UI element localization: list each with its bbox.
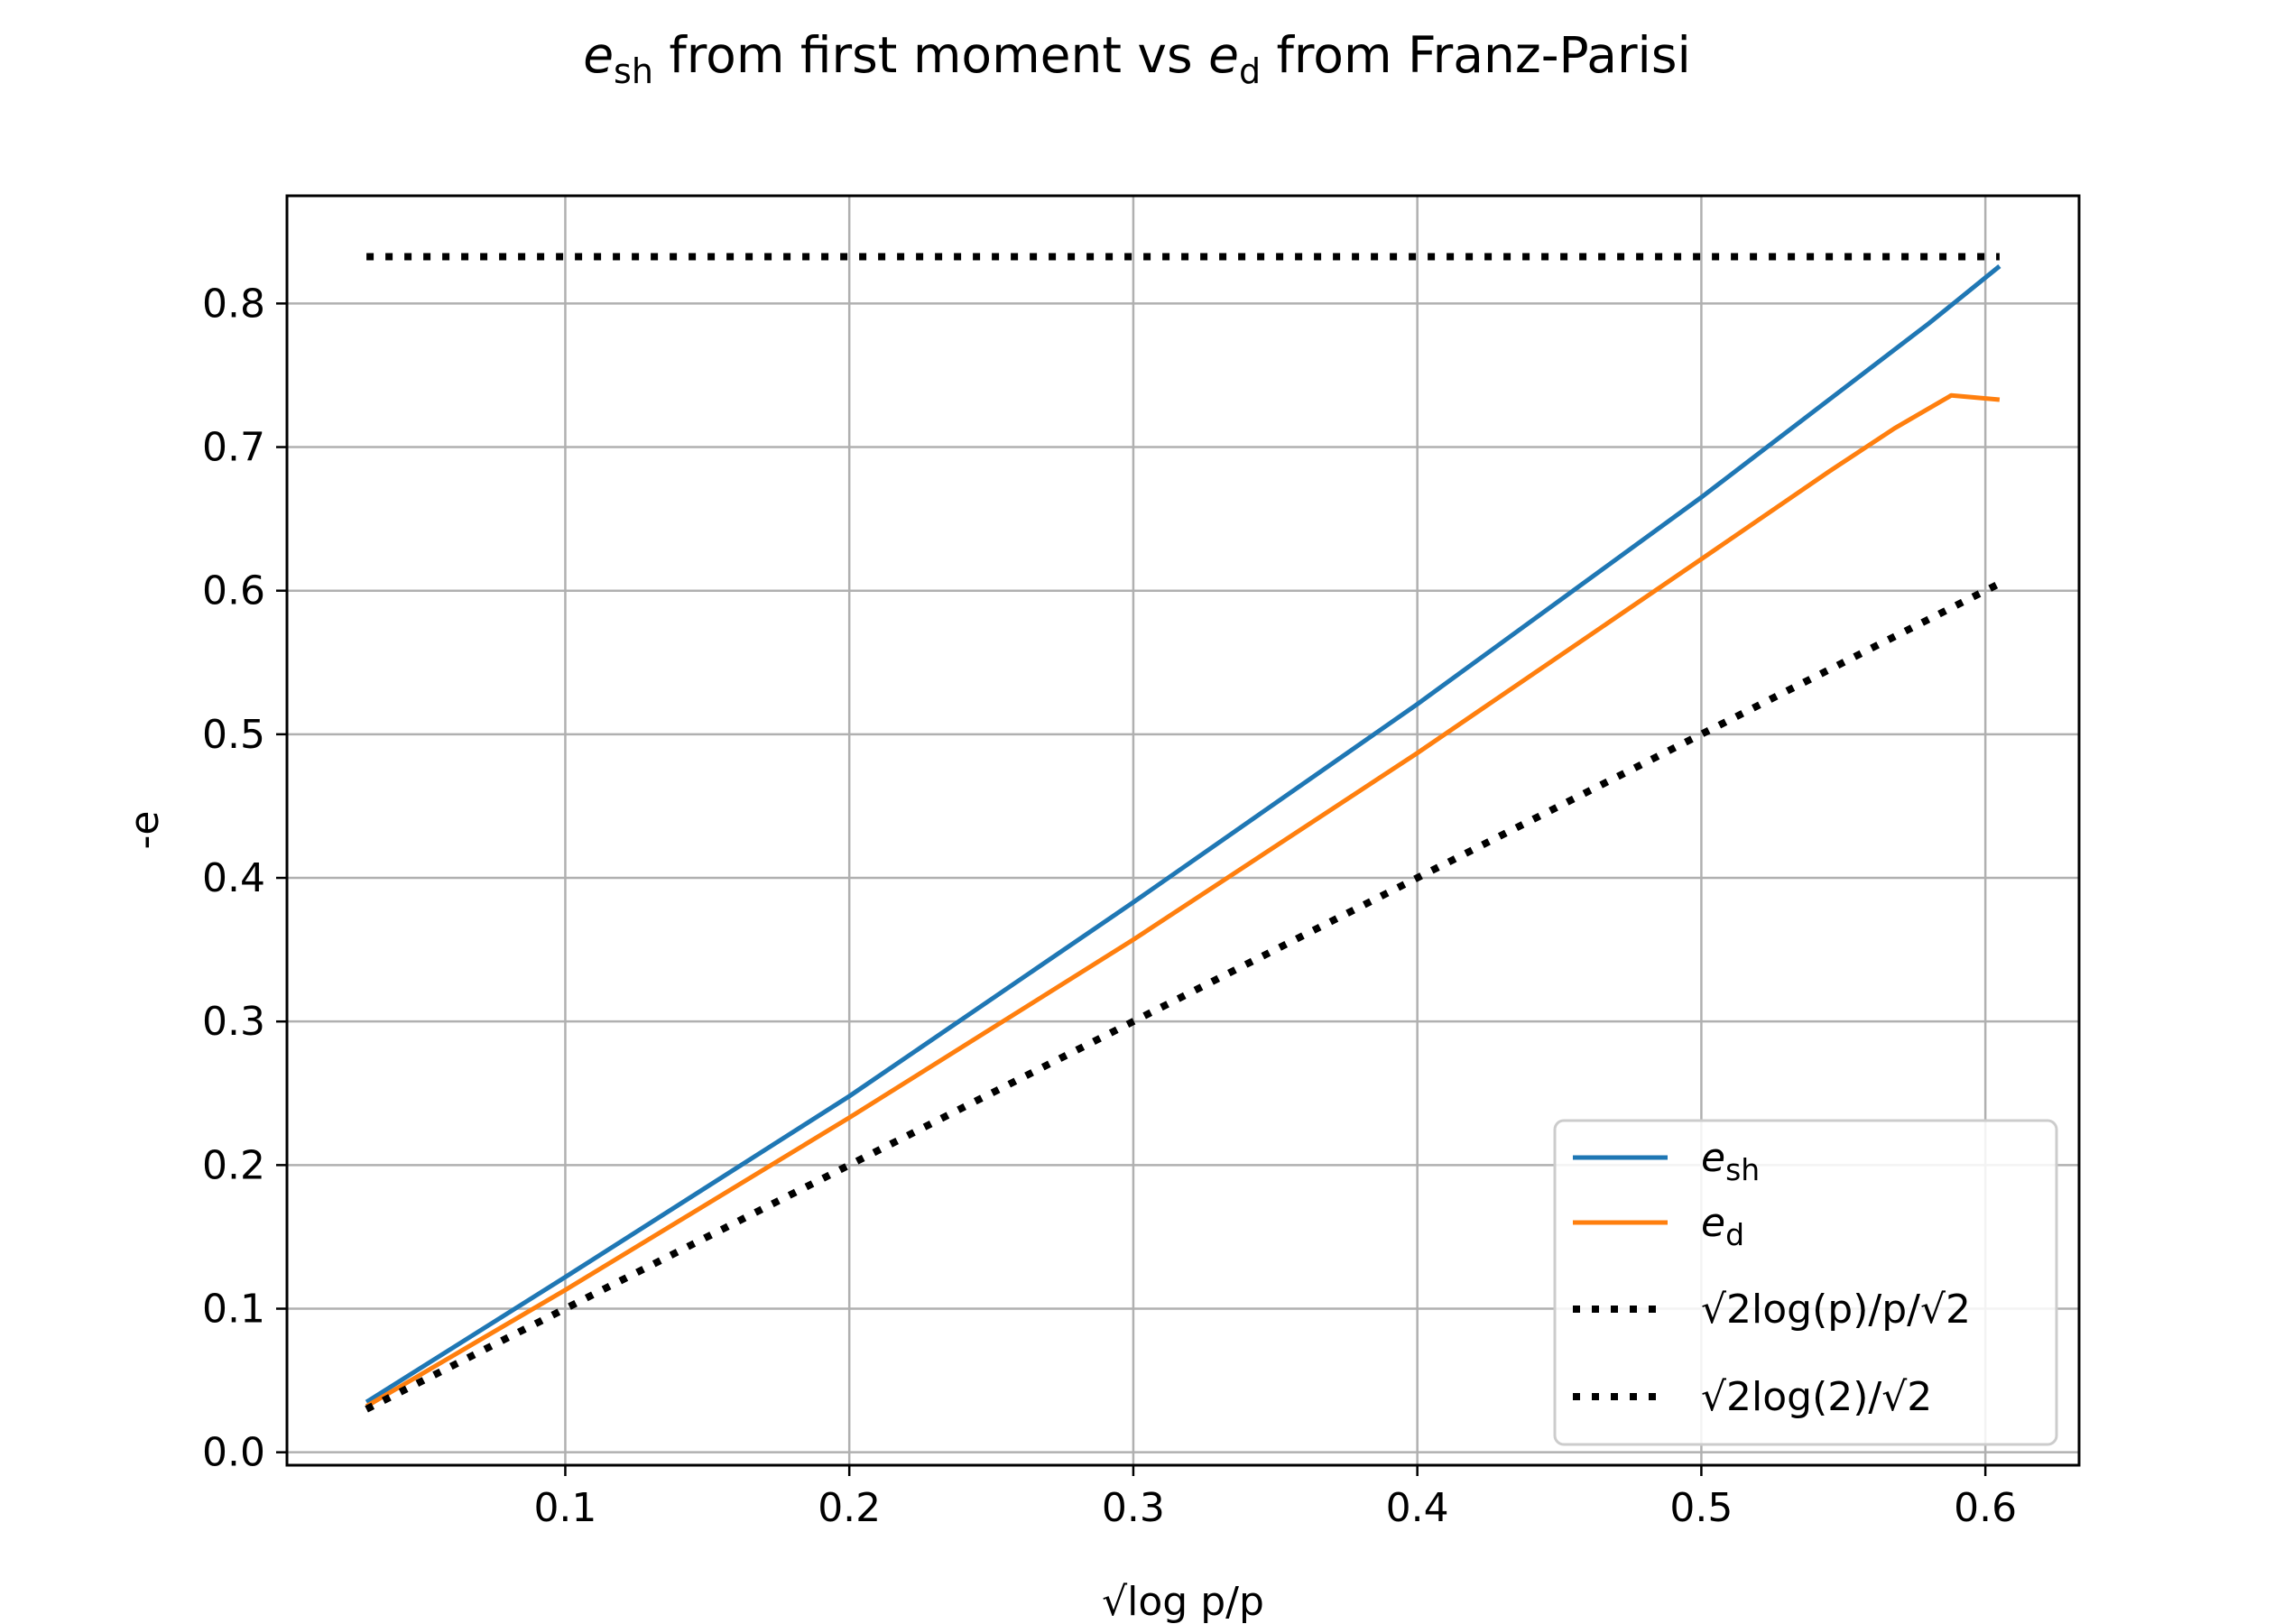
x-tick-label: 0.3 [1102, 1485, 1165, 1531]
x-tick-label: 0.5 [1669, 1485, 1733, 1531]
y-axis-label: -e [122, 811, 168, 850]
y-tick-label: 0.2 [202, 1142, 265, 1188]
series-line-2 [365, 580, 2001, 1413]
x-tick-label: 0.1 [533, 1485, 596, 1531]
series-layer [365, 253, 2001, 1413]
legend-label-sqrt-2log2: √2log(2)/√2 [1701, 1374, 1932, 1420]
y-tick-label: 0.4 [202, 855, 265, 901]
series-line-1 [365, 392, 2001, 1408]
title-sub-d: d [1239, 51, 1261, 91]
y-tick-label: 0.7 [202, 425, 265, 471]
y-tick-label: 0.6 [202, 568, 265, 614]
x-tick-label: 0.6 [1954, 1485, 2017, 1531]
legend-label-esh: esh [1701, 1135, 1760, 1187]
y-tick-label: 0.3 [202, 999, 265, 1045]
title-sub-sh: sh [614, 51, 653, 91]
chart-title: esh from first moment vs ed from Franz-P… [583, 26, 1691, 91]
y-tick-label: 0.5 [202, 712, 265, 758]
grid [287, 196, 2079, 1465]
series-line-0 [365, 264, 2001, 1405]
ticks: 0.1 0.2 0.3 0.4 0.5 0.6 0.0 0.1 0.2 0.3 0.4 0.5 0.6 0… [202, 281, 2017, 1531]
legend: esh ed √2log(p)/p/√2 √2log(2)/√2 [1553, 1119, 2058, 1446]
title-symbol-ed: e [1208, 26, 1239, 84]
x-axis-label: √log p/p [1102, 1579, 1264, 1624]
legend-label-ed: ed [1701, 1200, 1744, 1252]
title-mid: from first moment vs [653, 26, 1208, 84]
x-tick-label: 0.2 [818, 1485, 881, 1531]
x-tick-label: 0.4 [1386, 1485, 1449, 1531]
title-symbol-esh: e [583, 26, 614, 84]
y-tick-label: 0.8 [202, 281, 265, 327]
y-tick-label: 0.1 [202, 1287, 265, 1333]
y-tick-label: 0.0 [202, 1430, 265, 1476]
plot-frame [285, 194, 2081, 1467]
x-axis-label-text: √log p/p [1102, 1579, 1264, 1624]
title-tail: from Franz-Parisi [1261, 26, 1691, 84]
legend-box [1553, 1119, 2058, 1446]
legend-label-sqrt-2logp: √2log(p)/p/√2 [1701, 1287, 1971, 1333]
